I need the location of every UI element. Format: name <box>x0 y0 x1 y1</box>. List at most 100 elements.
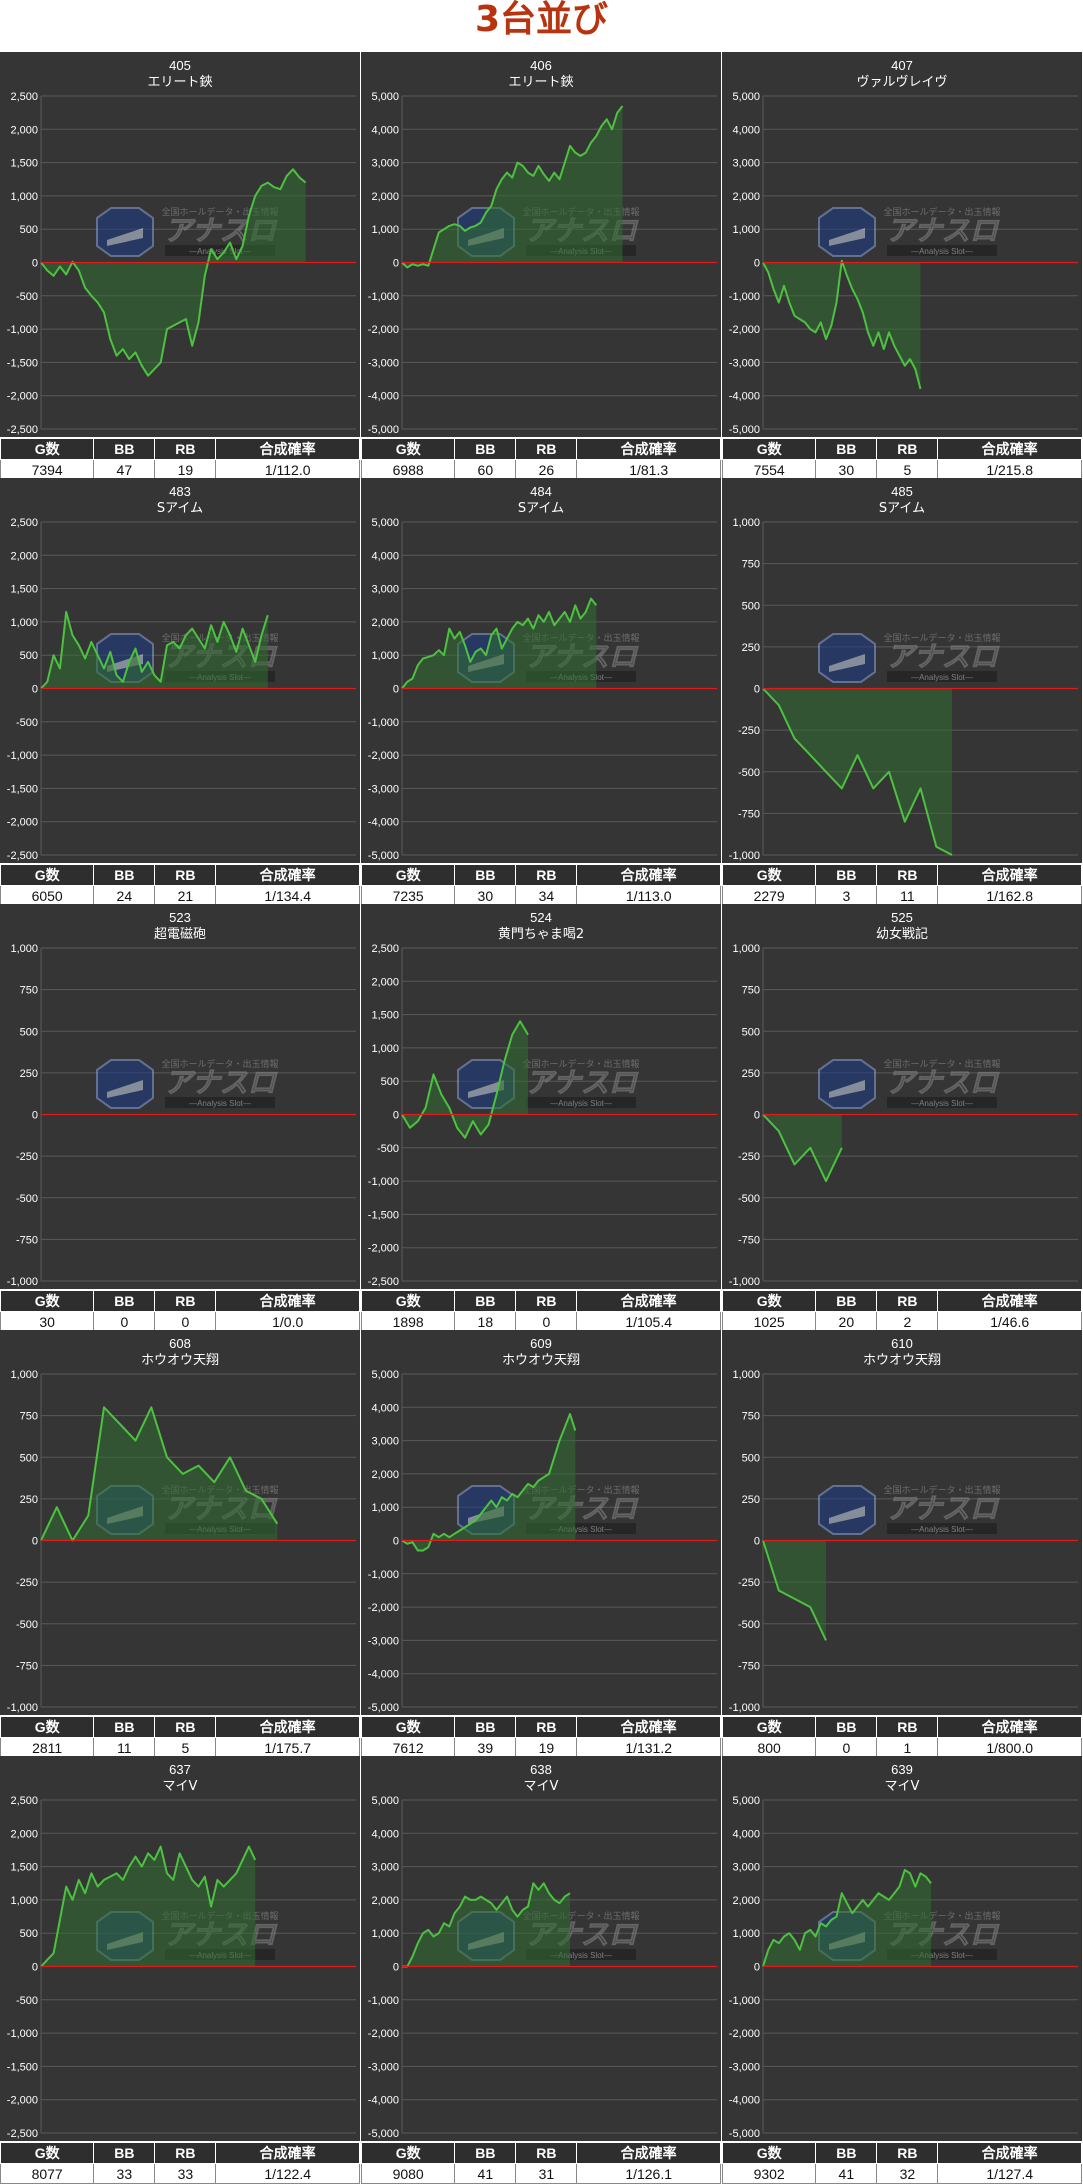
logo-emblem-icon <box>818 207 876 257</box>
area-fill <box>41 1407 278 1541</box>
rb-value: 11 <box>876 885 939 906</box>
y-tick-label: 500 <box>20 1928 38 1940</box>
stats-table-484: G数 BB RB 合成確率 7235 30 34 1/113.0 <box>360 864 721 906</box>
rate-value: 1/800.0 <box>937 1737 1082 1758</box>
logo-stripe-icon <box>829 654 865 672</box>
rb-header: RB <box>876 1716 939 1738</box>
y-tick-label: 4,000 <box>371 1828 399 1840</box>
y-tick-label: -1,000 <box>729 291 760 303</box>
rb-value: 19 <box>154 459 217 480</box>
logo-stripe-icon <box>829 1080 865 1098</box>
watermark-brand: アナスロ <box>525 1066 638 1099</box>
y-tick-label: 4,000 <box>371 550 399 562</box>
y-tick-label: 2,000 <box>371 617 399 629</box>
y-tick-label: -2,000 <box>368 2028 399 2040</box>
games-value: 6050 <box>0 885 95 906</box>
y-tick-label: 1,000 <box>10 1369 38 1381</box>
y-tick-label: 1,500 <box>371 1010 399 1022</box>
rb-header: RB <box>876 1290 939 1312</box>
rate-value: 1/46.6 <box>937 1311 1082 1332</box>
y-tick-label: 2,000 <box>732 191 760 203</box>
y-tick-label: 1,000 <box>732 517 760 529</box>
y-tick-label: 2,000 <box>10 124 38 136</box>
y-tick-label: 3,000 <box>371 1862 399 1874</box>
y-tick-label: -2,000 <box>368 324 399 336</box>
y-tick-label: -4,000 <box>729 391 760 403</box>
bb-value: 18 <box>454 1311 517 1332</box>
watermark-tagline: —Analysis Slot— <box>189 247 251 256</box>
y-tick-label: 500 <box>742 1026 760 1038</box>
machine-number: 610 <box>891 1336 913 1351</box>
y-tick-label: 750 <box>742 559 760 571</box>
y-tick-label: -5,000 <box>368 2128 399 2140</box>
watermark-tagline: —Analysis Slot— <box>911 673 973 682</box>
rate-value: 1/131.2 <box>576 1737 721 1758</box>
y-tick-label: 0 <box>32 684 38 696</box>
rate-header: 合成確率 <box>215 1716 360 1738</box>
chart-svg: 406 エリート鋏 5,000 4,000 3,000 2,000 1,000 0 -1,000… <box>368 58 717 436</box>
rb-value: 0 <box>515 1311 578 1332</box>
y-tick-label: 0 <box>754 1110 760 1122</box>
chart-svg: 484 Sアイム 5,000 4,000 3,000 2,000 1,000 0 -1,000 -… <box>368 484 717 862</box>
y-tick-label: 500 <box>20 1452 38 1464</box>
logo-emblem-icon <box>96 207 154 257</box>
series-line <box>762 259 922 390</box>
bb-header: BB <box>815 1290 878 1312</box>
watermark-brand: アナスロ <box>886 214 999 247</box>
bb-header: BB <box>93 2142 156 2164</box>
watermark-brand: アナスロ <box>886 1492 999 1525</box>
rb-header: RB <box>876 2142 939 2164</box>
chart-panel-608: 608 ホウオウ天翔 1,000 750 500 250 0 -250 -500 -750 -1,0… <box>0 1330 360 1715</box>
bb-header: BB <box>93 438 156 460</box>
machine-name: 幼女戦記 <box>876 926 928 942</box>
y-tick-label: -1,000 <box>368 717 399 729</box>
rb-value: 0 <box>154 1311 217 1332</box>
stats-table-485: G数 BB RB 合成確率 2279 3 11 1/162.8 <box>721 864 1082 906</box>
watermark-tagline: —Analysis Slot— <box>911 1099 973 1108</box>
rb-value: 34 <box>515 885 578 906</box>
y-tick-label: 1,000 <box>732 1369 760 1381</box>
logo-emblem-icon <box>96 1059 154 1109</box>
stats-table-407: G数 BB RB 合成確率 7554 30 5 1/215.8 <box>721 438 1082 480</box>
logo-emblem-icon <box>818 1485 876 1535</box>
bb-value: 41 <box>454 2163 517 2184</box>
y-tick-label: -2,000 <box>7 391 38 403</box>
games-header: G数 <box>721 2142 817 2164</box>
stats-table-638: G数 BB RB 合成確率 9080 41 31 1/126.1 <box>360 2142 721 2184</box>
y-tick-label: 3,000 <box>371 1436 399 1448</box>
y-tick-label: -500 <box>16 291 38 303</box>
y-tick-label: 750 <box>20 1411 38 1423</box>
games-value: 8077 <box>0 2163 95 2184</box>
rb-header: RB <box>154 2142 217 2164</box>
games-value: 7612 <box>360 1737 456 1758</box>
machine-number: 639 <box>891 1762 913 1777</box>
rate-value: 1/122.4 <box>215 2163 360 2184</box>
y-tick-label: -2,500 <box>368 1276 399 1288</box>
y-tick-label: -5,000 <box>368 1702 399 1714</box>
bb-value: 47 <box>93 459 156 480</box>
machine-number: 608 <box>169 1336 191 1351</box>
bb-header: BB <box>454 2142 517 2164</box>
y-tick-label: 2,500 <box>10 91 38 103</box>
rate-header: 合成確率 <box>937 1290 1082 1312</box>
y-tick-label: -500 <box>16 1619 38 1631</box>
rb-value: 33 <box>154 2163 217 2184</box>
y-tick-label: 0 <box>754 258 760 270</box>
watermark-tagline: —Analysis Slot— <box>911 247 973 256</box>
watermark-tagline-bg <box>165 245 275 256</box>
y-tick-label: -4,000 <box>368 2095 399 2107</box>
rate-value: 1/113.0 <box>576 885 721 906</box>
rb-value: 19 <box>515 1737 578 1758</box>
games-header: G数 <box>0 1716 95 1738</box>
y-tick-label: -250 <box>738 1151 760 1163</box>
y-tick-label: 0 <box>393 258 399 270</box>
y-tick-label: -2,500 <box>7 850 38 862</box>
bb-value: 30 <box>454 885 517 906</box>
y-tick-label: -750 <box>16 1660 38 1672</box>
watermark-tagline-bg <box>887 671 997 682</box>
rate-value: 1/175.7 <box>215 1737 360 1758</box>
